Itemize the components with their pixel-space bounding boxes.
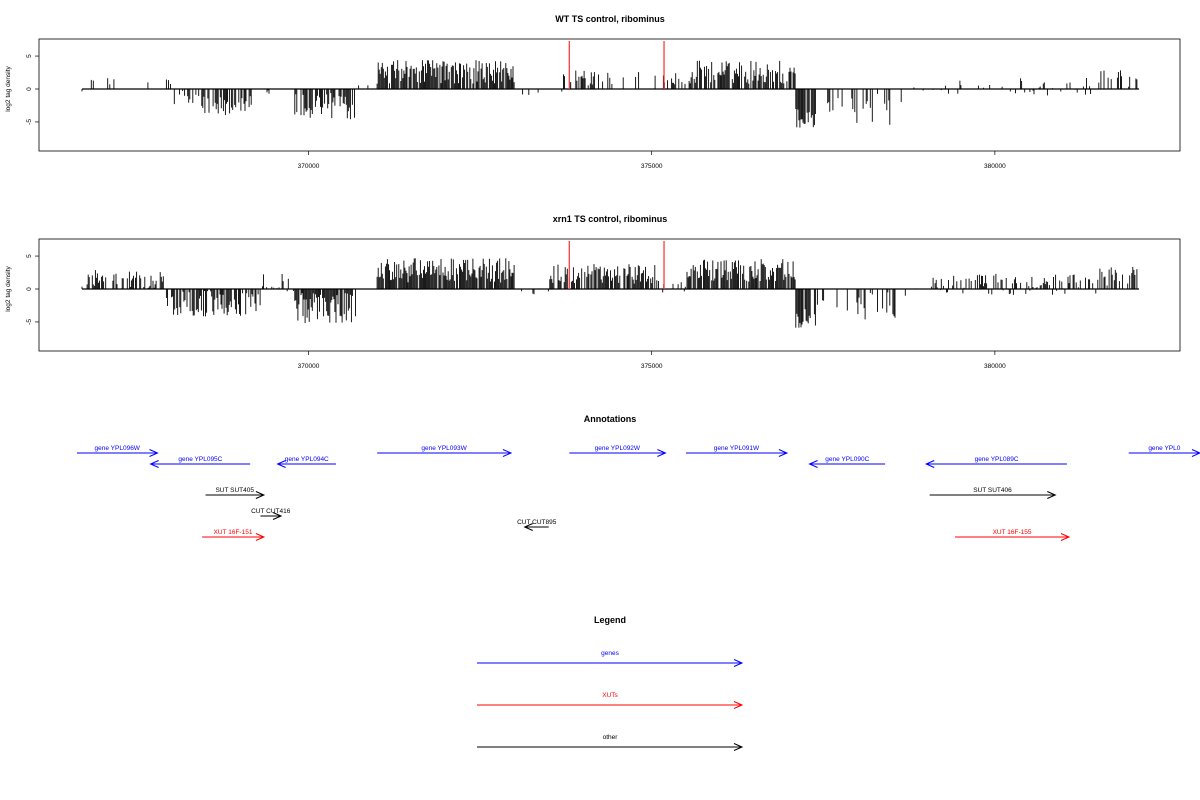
arrow-head (255, 491, 266, 499)
feature-arrow: SUT SUT405 (205, 487, 266, 499)
plot-frame-xrn1 (38, 238, 1181, 352)
legend-title: Legend (594, 615, 626, 625)
feature-label: CUT CUT416 (251, 508, 291, 515)
feature-arrow: gene YPL092W (569, 445, 667, 457)
feature-arrow: gene YPL095C (149, 456, 251, 468)
panel-title-xrn1: xrn1 TS control, ribominus (553, 214, 668, 224)
arrow-head (1191, 449, 1200, 457)
feature-arrow: SUT SUT406 (929, 487, 1057, 499)
arrow-head (255, 533, 266, 541)
legend-item: genes (477, 650, 744, 667)
xrn1-density-panel: xrn1 TS control, ribominus log2 tag dens… (5, 214, 1181, 370)
panel-title-wt: WT TS control, ribominus (555, 14, 665, 24)
feature-label: SUT SUT406 (973, 487, 1012, 494)
legend: Legend genes XUTs other (477, 615, 744, 751)
arrow-head (1060, 533, 1071, 541)
arrow-head (657, 449, 667, 457)
feature-arrow: CUT CUT895 (517, 519, 557, 531)
arrow-head (523, 523, 533, 531)
feature-label: gene YPL092W (595, 445, 641, 452)
x-tick-label: 380000 (984, 363, 1006, 370)
feature-label: XUT 16F-151 (214, 529, 253, 536)
feature-arrow: gene YPL093W (377, 445, 513, 457)
y-axis-label-wt: log2 tag density (5, 65, 12, 111)
feature-label: gene YPL095C (178, 456, 222, 463)
feature-arrow: gene YPL0 (1128, 445, 1200, 457)
axis-ticks-wt: -5 0 5 370000 375000 380000 (26, 54, 1006, 170)
x-tick-label: 375000 (641, 363, 663, 370)
arrow-head (1047, 491, 1057, 499)
feature-label: gene YPL093W (421, 445, 467, 452)
y-tick-label: -5 (26, 319, 33, 325)
feature-label: CUT CUT895 (517, 519, 557, 526)
arrow-head (733, 701, 744, 709)
plot-frame-wt (38, 38, 1181, 152)
legend-item: XUTs (477, 692, 744, 709)
x-tick-label: 375000 (641, 163, 663, 170)
feature-label: gene YPL091W (714, 445, 760, 452)
feature-label: gene YPL0 (1148, 445, 1180, 452)
arrow-head (149, 460, 159, 468)
arrow-head (149, 449, 159, 457)
x-tick-label: 380000 (984, 163, 1006, 170)
arrow-head (733, 659, 744, 667)
legend-label: other (603, 734, 619, 741)
density-bars-xrn1 (81, 241, 1139, 328)
arrow-head (778, 449, 789, 457)
feature-arrow: XUT 16F-155 (955, 529, 1071, 541)
feature-arrow: gene YPL091W (686, 445, 789, 457)
feature-arrow: gene YPL090C (808, 456, 886, 468)
legend-item: other (477, 734, 744, 751)
y-tick-label: 5 (26, 254, 33, 258)
arrow-head (924, 460, 935, 468)
wt-density-panel: WT TS control, ribominus log2 tag densit… (5, 14, 1181, 170)
feature-label: XUT 16F-155 (993, 529, 1032, 536)
feature-label: gene YPL096W (95, 445, 141, 452)
y-tick-label: 0 (26, 87, 33, 91)
feature-arrow: XUT 16F-151 (202, 529, 266, 541)
feature-label: gene YPL089C (975, 456, 1019, 463)
y-axis-label-xrn1: log2 tag density (5, 265, 12, 311)
feature-arrow: gene YPL096W (77, 445, 159, 457)
feature-arrow: CUT CUT416 (251, 508, 291, 520)
feature-label: SUT SUT405 (215, 487, 254, 494)
x-tick-label: 370000 (298, 363, 320, 370)
feature-arrow: gene YPL089C (924, 456, 1067, 468)
arrow-head (808, 460, 818, 468)
axis-ticks-xrn1: -5 0 5 370000 375000 380000 (26, 254, 1006, 370)
legend-label: genes (601, 650, 619, 657)
feature-label: gene YPL094C (285, 456, 329, 463)
x-tick-label: 370000 (298, 163, 320, 170)
legend-items: genes XUTs other (477, 650, 744, 751)
legend-label: XUTs (602, 692, 618, 699)
feature-arrow: gene YPL094C (276, 456, 336, 468)
arrow-head (272, 512, 283, 520)
y-tick-label: -5 (26, 119, 33, 125)
y-tick-label: 0 (26, 287, 33, 291)
annotations-title: Annotations (584, 414, 637, 424)
feature-label: gene YPL090C (825, 456, 869, 463)
arrow-head (733, 743, 744, 751)
density-bars-wt (81, 41, 1139, 128)
arrow-head (502, 449, 513, 457)
arrow-head (276, 460, 286, 468)
feature-arrows: gene YPL096W gene YPL095C gene YPL094C gene… (77, 445, 1200, 541)
y-tick-label: 5 (26, 54, 33, 58)
